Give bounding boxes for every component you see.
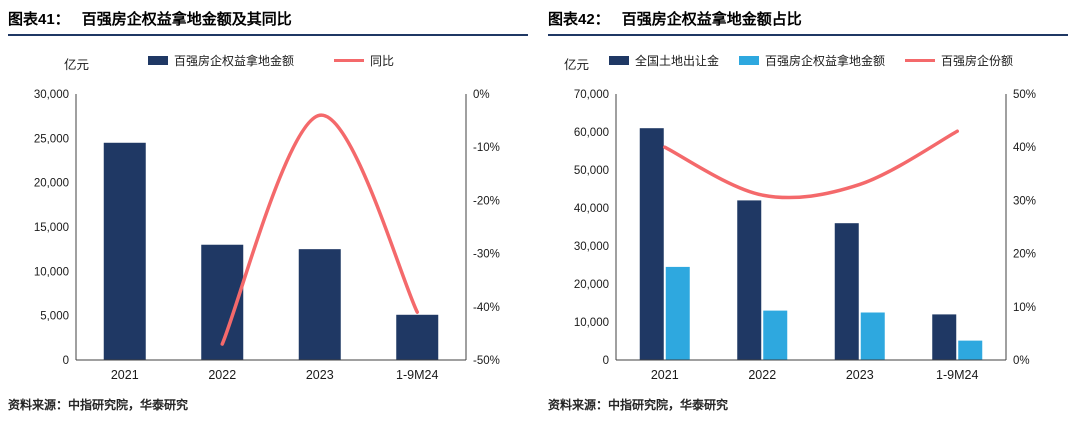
- left-axis-tick-label: 25,000: [34, 133, 69, 145]
- left-axis-tick-label: 5,000: [40, 311, 69, 323]
- left-axis-tick-label: 20,000: [34, 178, 69, 190]
- bar-light_blue: [860, 312, 885, 360]
- category-label: 2021: [651, 368, 679, 382]
- right-axis-tick-label: 0%: [1013, 355, 1030, 367]
- chart41-panel: 图表41： 百强房企权益拿地金额及其同比 0 5,000 10,000 15,000 20…: [8, 8, 528, 412]
- right-axis-tick-label: -40%: [473, 302, 500, 314]
- category-label: 2022: [208, 368, 236, 382]
- legend-label: 全国土地出让金: [635, 53, 719, 68]
- right-axis-tick-label: -30%: [473, 249, 500, 261]
- right-axis-tick-label: 20%: [1013, 249, 1036, 261]
- bar-navy: [639, 128, 664, 360]
- left-axis-tick-label: 30,000: [34, 89, 69, 101]
- legend-swatch-navy: [609, 56, 629, 65]
- category-label: 1-9M24: [936, 368, 978, 382]
- figure-42-title: 百强房企权益拿地金额占比: [621, 11, 802, 28]
- right-axis-tick-label: -10%: [473, 142, 500, 154]
- legend-swatch-light_blue: [739, 56, 759, 65]
- chart42-plot: 0 10,000 20,000 30,000 40,000 50,000 60,000 70,…: [564, 53, 1036, 382]
- left-axis-tick-label: 50,000: [574, 165, 609, 177]
- chart41-plot: 0 5,000 10,000 15,000 20,000 25,000 30,000 -50%…: [34, 53, 500, 382]
- category-label: 1-9M24: [396, 368, 438, 382]
- left-axis-tick-label: 10,000: [34, 266, 69, 278]
- category-label: 2021: [111, 368, 139, 382]
- chart42-panel: 图表42： 百强房企权益拿地金额占比 0 10,000 20,000 30,000 40,…: [540, 0, 1080, 426]
- bar-navy: [103, 142, 146, 360]
- category-label: 2023: [846, 368, 874, 382]
- chart41-source: 资料来源：中指研究院，华泰研究: [8, 398, 189, 412]
- line-series: [220, 113, 419, 346]
- legend-swatch-navy: [148, 56, 168, 65]
- legend-label: 同比: [370, 54, 394, 68]
- left-axis-tick-label: 0: [63, 355, 69, 367]
- left-axis-tick-label: 20,000: [574, 279, 609, 291]
- figure-42-label: 图表42：: [548, 11, 610, 28]
- right-axis-tick-label: 10%: [1013, 302, 1036, 314]
- axis-unit-label: 亿元: [564, 57, 589, 72]
- figure-41-label: 图表41：: [8, 11, 70, 28]
- chart41-header: 图表41： 百强房企权益拿地金额及其同比: [8, 8, 528, 36]
- left-axis-tick-label: 30,000: [574, 241, 609, 253]
- bar-navy: [737, 200, 762, 360]
- line-series: [663, 129, 959, 200]
- left-axis-tick-label: 15,000: [34, 222, 69, 234]
- right-axis-tick-label: 40%: [1013, 142, 1036, 154]
- bar-navy: [396, 314, 439, 360]
- chart42-source: 资料来源：中指研究院，华泰研究: [548, 398, 729, 412]
- bar-light_blue: [763, 310, 788, 360]
- category-label: 2023: [306, 368, 334, 382]
- legend-label: 百强房企权益拿地金额: [765, 53, 885, 68]
- right-axis-tick-label: 30%: [1013, 195, 1036, 207]
- right-axis-tick-label: -20%: [473, 195, 500, 207]
- left-axis-tick-label: 70,000: [574, 89, 609, 101]
- figure-41-title: 百强房企权益拿地金额及其同比: [81, 11, 292, 28]
- left-axis-tick-label: 10,000: [574, 317, 609, 329]
- legend-label: 百强房企权益拿地金额: [174, 53, 294, 68]
- bar-navy: [932, 314, 957, 360]
- right-axis-tick-label: 0%: [473, 89, 490, 101]
- bar-navy: [834, 223, 859, 360]
- bar-light_blue: [958, 340, 983, 360]
- bar-light_blue: [665, 266, 690, 360]
- left-axis-tick-label: 0: [603, 355, 609, 367]
- axis-unit-label: 亿元: [64, 57, 89, 72]
- chart42-header: 图表42： 百强房企权益拿地金额占比: [548, 8, 1068, 36]
- category-label: 2022: [748, 368, 776, 382]
- bar-navy: [298, 249, 341, 360]
- left-axis-tick-label: 60,000: [574, 127, 609, 139]
- left-axis-tick-label: 40,000: [574, 203, 609, 215]
- right-axis-tick-label: -50%: [473, 355, 500, 367]
- right-axis-tick-label: 50%: [1013, 89, 1036, 101]
- legend-label: 百强房企份额: [941, 53, 1013, 68]
